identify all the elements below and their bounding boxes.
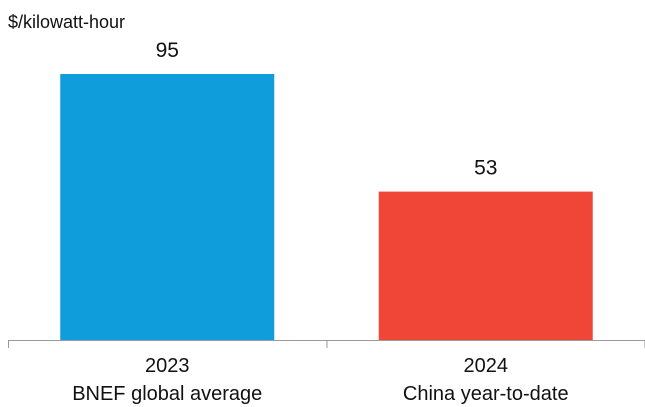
value-label-2023: 95 (156, 39, 179, 62)
value-label-2024: 53 (474, 157, 497, 180)
tick-year-2023: 2023 (145, 355, 190, 377)
tick-year-2024: 2024 (464, 355, 509, 377)
value-labels-layer: 95 53 (156, 39, 498, 180)
tick-category-2023: BNEF global average (72, 383, 262, 405)
bar-2023 (60, 74, 275, 340)
x-axis: 2023 BNEF global average 2024 China year-to… (8, 340, 645, 405)
bar-2024 (378, 191, 593, 340)
unit-label: $/kilowatt-hour (8, 12, 125, 32)
bars-layer (60, 74, 593, 340)
tick-category-2024: China year-to-date (403, 383, 569, 405)
